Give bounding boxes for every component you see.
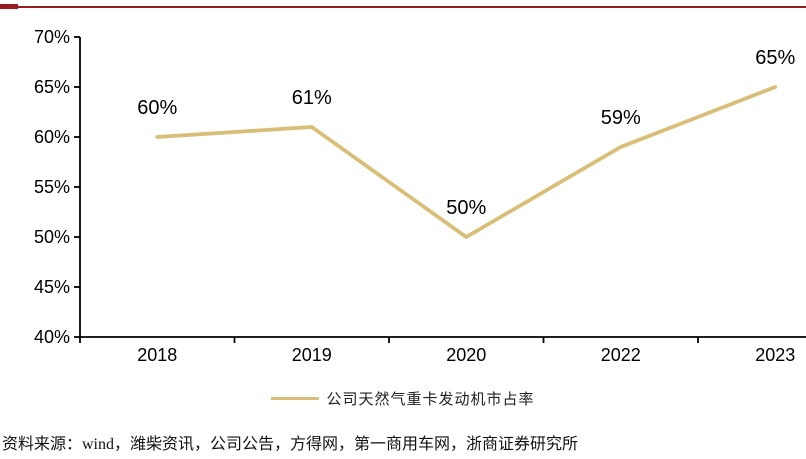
legend-line-swatch [271,397,320,400]
data-point-label: 61% [292,87,332,109]
x-axis-tick-label: 2023 [755,345,795,365]
source-note: 资料来源：wind，潍柴资讯，公司公告，方得网，第一商用车网，浙商证券研究所 [2,436,579,453]
x-axis-tick-label: 2022 [601,345,641,365]
data-series-line [155,85,778,240]
data-point-label: 60% [137,97,177,119]
top-rule [0,6,806,8]
legend: 公司天然气重卡发动机市占率 [0,388,806,409]
x-axis-tick-label: 2020 [446,345,486,365]
data-point-label: 65% [755,47,795,69]
y-axis-tick-label: 65% [34,77,70,97]
x-axis-tick-label: 2018 [137,345,177,365]
top-rule-accent [0,4,18,9]
y-axis-tick-label: 55% [34,177,70,197]
y-axis-tick-label: 70% [34,27,70,47]
data-point-label: 50% [446,197,486,219]
y-axis-tick-label: 50% [34,227,70,247]
y-axis-tick-label: 40% [34,327,70,347]
legend-label: 公司天然气重卡发动机市占率 [326,392,535,408]
data-point-label: 59% [601,107,641,129]
y-axis-tick-label: 60% [34,127,70,147]
x-axis-tick-label: 2019 [292,345,332,365]
line-chart: 70% 65% 60% 55% 50% 45% 40% 2018 2019 2020 2022 202… [34,27,806,365]
y-axis-tick-label: 45% [34,277,70,297]
